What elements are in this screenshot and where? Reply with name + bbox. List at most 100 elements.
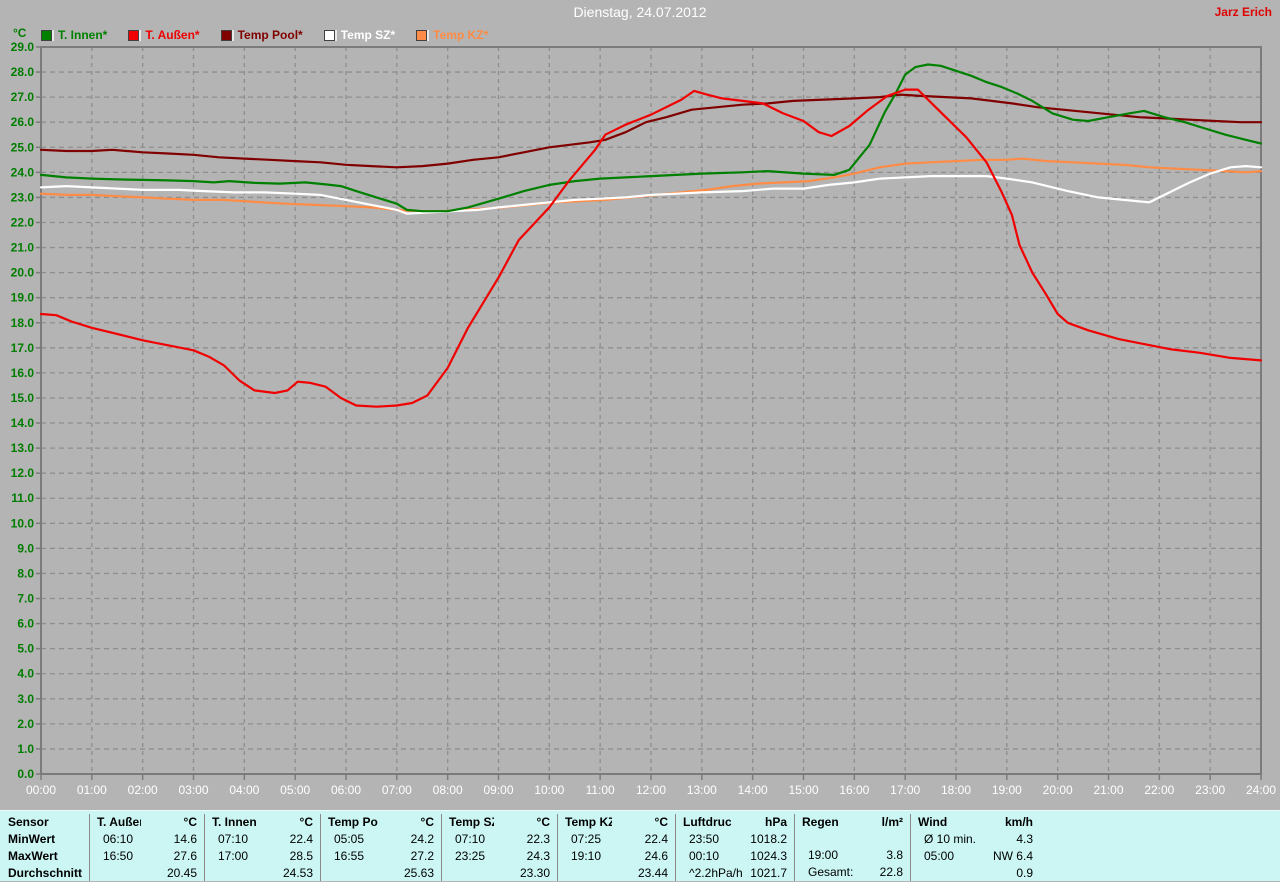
min-row: 07:10 22.4 — [205, 831, 320, 848]
x-tick-label: 10:00 — [534, 783, 564, 797]
value-time: 23:25 — [455, 849, 486, 863]
legend-item: Temp KZ* — [416, 28, 488, 42]
value-number: 4.3 — [1016, 832, 1033, 846]
legend-swatch-icon — [220, 29, 232, 41]
x-tick-label: 06:00 — [331, 783, 361, 797]
temperature-chart: 0.0 1.0 2.0 3.0 4.0 5.0 6.0 7.0 8.0 9.0 10.0 11.0 12… — [11, 40, 1277, 797]
sensor-name: Temp SZ — [449, 815, 494, 829]
y-tick-label: 20.0 — [11, 266, 35, 280]
x-tick-label: 16:00 — [839, 783, 869, 797]
x-tick-label: 05:00 — [280, 783, 310, 797]
legend-label: Temp Pool* — [237, 28, 303, 42]
value-number: 23.44 — [637, 866, 668, 880]
legend-label: Temp SZ* — [340, 28, 396, 42]
sensor-name: Luftdruck — [683, 815, 731, 829]
series-line-t-au-en- — [39, 88, 1263, 408]
min-row: 06:10 14.6 — [90, 831, 204, 848]
series-line-temp-sz- — [39, 165, 1263, 215]
sensor-name: Temp KZ — [565, 815, 612, 829]
value-number: 25.63 — [403, 866, 434, 880]
x-tick-label: 01:00 — [77, 783, 107, 797]
x-tick-label: 07:00 — [382, 783, 412, 797]
legend-label: T. Außen* — [145, 28, 200, 42]
value-time: 07:10 — [455, 832, 486, 846]
value-number: 27.6 — [173, 849, 197, 863]
x-tick-label: 22:00 — [1144, 783, 1174, 797]
legend-swatch-icon — [128, 29, 140, 41]
x-tick-label: 13:00 — [687, 783, 717, 797]
x-tick-label: 18:00 — [941, 783, 971, 797]
summary-col-header: Temp SZ °C — [442, 814, 557, 831]
row-label: Durchschnitt — [8, 866, 83, 880]
value-time: 19:00 — [808, 848, 839, 862]
value-time: 00:10 — [689, 849, 720, 863]
legend-label: T. Innen* — [58, 28, 108, 42]
sensor-name: Regen — [802, 815, 839, 829]
summary-col-header: Regen l/m² — [795, 814, 910, 831]
row-label: MaxWert — [8, 849, 58, 863]
value-time: 16:50 — [103, 849, 134, 863]
summary-col-header: Temp KZ °C — [558, 814, 675, 831]
x-tick-label: 21:00 — [1093, 783, 1123, 797]
sensor-unit: °C — [299, 815, 313, 829]
summary-col-header: Luftdruck hPa — [676, 814, 794, 831]
legend-item: Temp SZ* — [323, 28, 396, 42]
avg-row: 24.53 — [205, 865, 320, 882]
row-label: Sensor — [8, 815, 49, 829]
value-time: ^2.2hPa/h — [689, 866, 743, 880]
y-tick-label: 17.0 — [11, 341, 35, 355]
author-label: Jarz Erich — [1214, 5, 1272, 19]
x-tick-label: 04:00 — [229, 783, 259, 797]
y-tick-label: 25.0 — [11, 140, 35, 154]
summary-col-luftdruck: Luftdruck hPa 23:50 1018.2 00:10 1024.3 ^2.2hP… — [675, 814, 794, 881]
value-number: 27.2 — [410, 849, 434, 863]
y-tick-label: 18.0 — [11, 316, 35, 330]
x-tick-label: 12:00 — [636, 783, 666, 797]
title-bar: Dienstag, 24.07.2012 — [0, 4, 1280, 24]
y-axis-unit-label: °C — [13, 26, 27, 40]
avg-row: Gesamt: 22.8 — [795, 864, 910, 881]
chart-plot-area: 0.0 1.0 2.0 3.0 4.0 5.0 6.0 7.0 8.0 9.0 10.0 11.0 12… — [11, 40, 1277, 797]
y-tick-label: 15.0 — [11, 391, 35, 405]
y-tick-label: 22.0 — [11, 215, 35, 229]
min-row: 07:10 22.3 — [442, 831, 557, 848]
summary-col-wind: Wind km/h Ø 10 min. 4.3 05:00 NW 6.4 0.9 — [910, 814, 1040, 881]
summary-col-header: Wind km/h — [911, 814, 1040, 831]
legend-label: Temp KZ* — [433, 28, 489, 42]
summary-col-t-au-en: T. Außen °C 06:10 14.6 16:50 27.6 20.45 — [89, 814, 204, 881]
summary-col-header: T. Außen °C — [90, 814, 204, 831]
max-row: 00:10 1024.3 — [676, 848, 794, 865]
x-tick-label: 11:00 — [586, 783, 615, 797]
y-tick-label: 27.0 — [11, 90, 35, 104]
min-row: 05:05 24.2 — [321, 831, 441, 848]
min-row: 23:50 1018.2 — [676, 831, 794, 848]
value-number: 23.30 — [519, 866, 550, 880]
avg-row: 0.9 — [911, 865, 1040, 882]
avg-row: 20.45 — [90, 865, 204, 882]
x-tick-label: 03:00 — [178, 783, 208, 797]
summary-col-temp-kz: Temp KZ °C 07:25 22.4 19:10 24.6 23.44 — [557, 814, 675, 881]
chart-legend: T. Innen* T. Außen* Temp Pool* Temp SZ* Temp… — [41, 28, 488, 42]
y-tick-label: 28.0 — [11, 65, 35, 79]
value-number: 20.45 — [166, 866, 197, 880]
summary-col-header: Temp Pool °C — [321, 814, 441, 831]
y-tick-label: 4.0 — [17, 667, 34, 681]
value-number: 24.2 — [410, 832, 434, 846]
legend-swatch-icon — [323, 29, 335, 41]
y-tick-label: 23.0 — [11, 190, 35, 204]
y-tick-label: 12.0 — [11, 466, 35, 480]
page-title: Dienstag, 24.07.2012 — [573, 4, 707, 20]
value-number — [847, 831, 910, 847]
value-time: 19:10 — [571, 849, 602, 863]
y-tick-label: 3.0 — [17, 692, 34, 706]
y-tick-label: 5.0 — [17, 642, 34, 656]
y-tick-label: 16.0 — [11, 366, 35, 380]
value-time — [321, 865, 378, 882]
x-tick-label: 19:00 — [992, 783, 1022, 797]
legend-item: Temp Pool* — [220, 28, 303, 42]
sensor-name: Temp Pool — [328, 815, 378, 829]
row-label: MinWert — [8, 832, 56, 846]
value-number: 24.3 — [526, 849, 550, 863]
x-tick-label: 20:00 — [1043, 783, 1073, 797]
sensor-unit: °C — [536, 815, 550, 829]
